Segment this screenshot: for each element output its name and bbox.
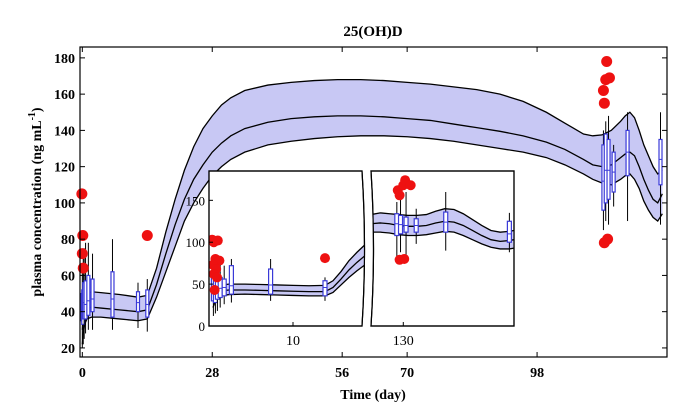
main-box (86, 274, 91, 316)
main-observation-point (141, 230, 153, 242)
inset-right-observation-point (405, 180, 416, 191)
inset-left-content (209, 234, 365, 316)
inset-right-outline (370, 170, 515, 327)
inset-right-observation-point (394, 190, 405, 201)
inset-left-observation-point (209, 284, 220, 295)
main-x-tick-label: 98 (530, 366, 544, 381)
main-observation-point (601, 56, 613, 68)
main-x-tick-label: 70 (400, 366, 414, 381)
main-prediction-band (82, 79, 663, 345)
inset-left-x-tick-label: 10 (286, 334, 300, 349)
y-axis-label: plasma concentration (ng mL-1) (27, 107, 45, 297)
main-y-tick-label: 60 (61, 269, 75, 284)
inset-y-tick-label: 50 (192, 277, 205, 292)
inset-left-box (228, 265, 234, 295)
inset-left-observation-point (320, 253, 330, 264)
main-axes-frame (79, 46, 668, 358)
inset-right-box (506, 220, 512, 243)
y-axis-label-exponent: -1 (27, 112, 38, 120)
main-box (110, 271, 115, 318)
inset-left-observation-point (212, 235, 223, 246)
inset-left-box (322, 280, 328, 297)
main-observation-point (597, 85, 609, 97)
main-box (90, 278, 95, 313)
main-box (145, 289, 150, 318)
main-y-tick-label: 20 (61, 342, 75, 357)
y-axis-label-main: plasma concentration (ng mL (30, 120, 45, 296)
y-axis-label-close: ) (30, 107, 45, 112)
inset-left-outline (208, 170, 366, 327)
inset-y-tick-label: 150 (186, 193, 206, 208)
main-observation-point (76, 188, 88, 200)
main-x-tick-label: 0 (79, 366, 86, 381)
x-axis-label: Time (day) (340, 388, 406, 403)
inset-left-box (268, 268, 274, 295)
main-y-tick-label: 140 (54, 124, 75, 139)
main-x-tick-label: 28 (205, 366, 219, 381)
main-observation-group (76, 56, 615, 274)
inset-y-tick-label: 0 (199, 319, 206, 334)
main-x-tick-label: 56 (335, 366, 349, 381)
main-box (135, 291, 141, 313)
main-y-tick-label: 40 (61, 306, 75, 321)
main-box (625, 129, 630, 177)
main-box (606, 138, 611, 200)
main-observation-point (603, 72, 615, 84)
main-y-tick-label: 80 (61, 233, 75, 248)
inset-right-box (403, 216, 409, 233)
main-observation-point (602, 233, 614, 245)
inset-right-x-tick-label: 130 (393, 334, 414, 349)
inset-x-axis: 10 130 (286, 322, 414, 349)
inset-left-observation-point (212, 272, 222, 283)
inset-y-tick-label: 100 (186, 235, 206, 250)
main-y-tick-label: 160 (54, 88, 75, 103)
chart-title: 25(OH)D (343, 24, 402, 40)
inset-zoom: 0 50 100 150 10 130 (186, 170, 515, 349)
main-y-tick-label: 100 (54, 197, 75, 212)
inset-right-frame (370, 170, 515, 327)
main-observation-point (598, 97, 610, 109)
main-x-axis: 0 28 56 70 98 (79, 47, 544, 381)
main-observation-point (77, 262, 89, 274)
inset-left-frame (208, 170, 366, 327)
main-y-tick-label: 180 (54, 52, 75, 67)
main-observation-point (76, 248, 88, 260)
main-box (658, 138, 663, 186)
main-upper-bound-line (81, 78, 663, 316)
main-y-tick-label: 120 (54, 161, 75, 176)
inset-right-content (371, 175, 514, 265)
inset-y-axis: 0 50 100 150 (186, 193, 213, 334)
inset-right-observation-point (399, 253, 410, 264)
